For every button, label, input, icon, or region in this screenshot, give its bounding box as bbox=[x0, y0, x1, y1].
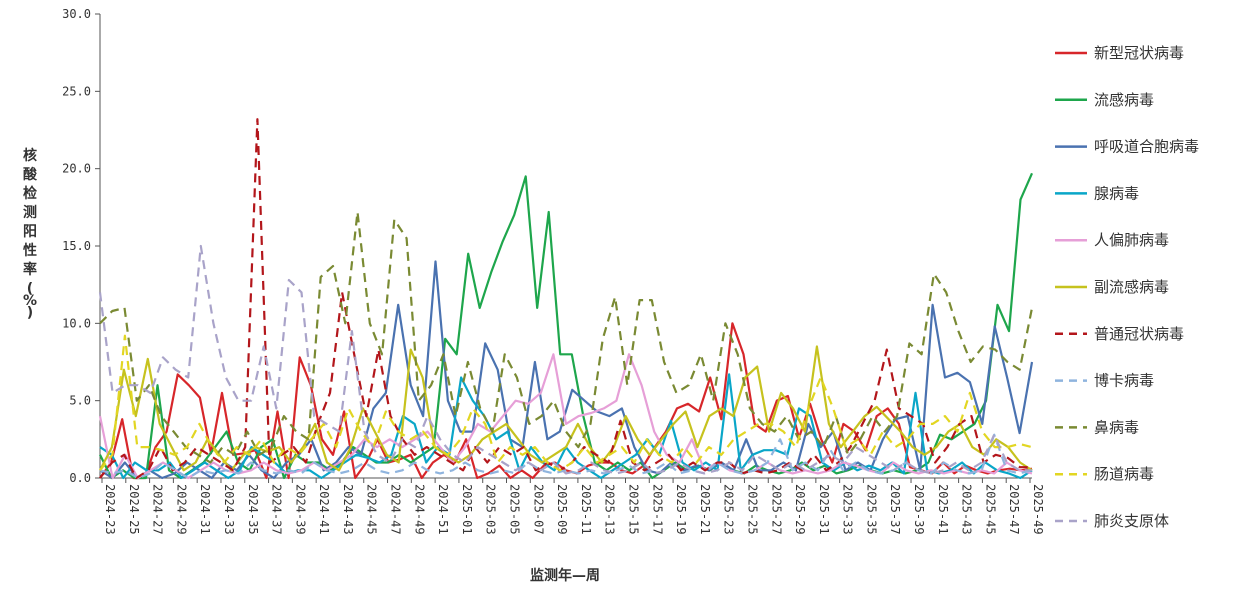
x-tick-label: 2025-35 bbox=[864, 484, 878, 535]
x-tick-label: 2025-29 bbox=[793, 484, 807, 535]
legend-label: 流感病毒 bbox=[1094, 91, 1154, 109]
y-tick-label: 20.0 bbox=[62, 162, 91, 176]
x-tick-label: 2024-49 bbox=[412, 484, 426, 535]
legend-label: 腺病毒 bbox=[1094, 184, 1139, 202]
y-tick-label: 0.0 bbox=[69, 471, 91, 485]
x-axis: 2024-23 2024-25 2024-27 2024-29 2024-31 2024-… bbox=[100, 477, 1045, 535]
legend-label: 肺炎支原体 bbox=[1094, 512, 1169, 530]
series-line-10 bbox=[98, 244, 1032, 475]
x-tick-label: 2024-37 bbox=[270, 484, 284, 535]
x-tick-label: 2024-29 bbox=[174, 484, 188, 535]
legend-label: 呼吸道合胞病毒 bbox=[1094, 138, 1199, 156]
x-tick-label: 2024-27 bbox=[151, 484, 165, 535]
series-line-9 bbox=[99, 334, 1033, 472]
x-tick-label: 2025-09 bbox=[555, 484, 569, 535]
legend-label: 鼻病毒 bbox=[1094, 418, 1139, 436]
series-line-0 bbox=[99, 322, 1033, 480]
x-tick-label: 2025-03 bbox=[484, 484, 498, 535]
y-axis: 0.0 5.0 10.0 15.0 20.0 25.0 30.0 bbox=[62, 7, 101, 485]
x-tick-label: 2025-43 bbox=[960, 484, 974, 535]
x-tick-label: 2024-43 bbox=[341, 484, 355, 535]
x-tick-label: 2025-39 bbox=[912, 484, 926, 535]
x-tick-label: 2024-39 bbox=[293, 484, 307, 535]
x-tick-label: 2024-41 bbox=[317, 484, 331, 535]
x-tick-label: 2024-25 bbox=[127, 484, 141, 535]
x-tick-label: 2025-01 bbox=[460, 484, 474, 535]
x-tick-label: 2024-33 bbox=[222, 484, 236, 535]
x-tick-label: 2025-13 bbox=[603, 484, 617, 535]
x-tick-label: 2025-47 bbox=[1007, 484, 1021, 535]
y-tick-label: 25.0 bbox=[62, 84, 91, 98]
legend-label: 普通冠状病毒 bbox=[1094, 325, 1184, 343]
x-tick-label: 2024-47 bbox=[389, 484, 403, 535]
x-tick-label: 2025-49 bbox=[1031, 484, 1045, 535]
x-tick-label: 2025-41 bbox=[936, 484, 950, 535]
x-tick-label: 2024-35 bbox=[246, 484, 260, 535]
x-tick-label: 2024-51 bbox=[436, 484, 450, 535]
x-tick-label: 2025-11 bbox=[579, 484, 593, 535]
x-tick-label: 2025-15 bbox=[626, 484, 640, 535]
y-tick-label: 30.0 bbox=[62, 7, 91, 21]
x-tick-label: 2025-23 bbox=[722, 484, 736, 535]
x-tick-label: 2025-05 bbox=[508, 484, 522, 535]
series-line-7 bbox=[99, 433, 1033, 480]
x-tick-label: 2025-17 bbox=[650, 484, 664, 535]
y-tick-label: 10.0 bbox=[62, 316, 91, 330]
x-tick-label: 2025-25 bbox=[745, 484, 759, 535]
x-tick-label: 2025-33 bbox=[841, 484, 855, 535]
x-axis-title: 监测年—周 bbox=[530, 567, 600, 584]
y-tick-label: 15.0 bbox=[62, 239, 91, 253]
x-tick-label: 2024-45 bbox=[365, 484, 379, 535]
series-line-6 bbox=[99, 118, 1032, 480]
x-tick-label: 2025-07 bbox=[531, 484, 545, 535]
y-axis-title: 核酸检测阳性率(%) bbox=[23, 147, 38, 321]
x-tick-label: 2025-31 bbox=[817, 484, 831, 535]
x-tick-label: 2025-21 bbox=[698, 484, 712, 535]
legend-label: 肠道病毒 bbox=[1094, 465, 1154, 483]
legend-label: 博卡病毒 bbox=[1094, 372, 1154, 390]
x-tick-label: 2025-19 bbox=[674, 484, 688, 535]
y-tick-label: 5.0 bbox=[69, 394, 91, 408]
legend-label: 人偏肺病毒 bbox=[1094, 231, 1169, 249]
legend: 新型冠状病毒流感病毒呼吸道合胞病毒腺病毒人偏肺病毒副流感病毒普通冠状病毒博卡病毒… bbox=[1055, 44, 1199, 530]
series-lines bbox=[98, 118, 1034, 480]
series-line-2 bbox=[99, 260, 1034, 480]
x-tick-label: 2024-23 bbox=[103, 484, 117, 535]
legend-label: 新型冠状病毒 bbox=[1094, 44, 1184, 62]
legend-label: 副流感病毒 bbox=[1094, 278, 1169, 296]
x-tick-label: 2025-45 bbox=[983, 484, 997, 535]
x-tick-label: 2025-37 bbox=[888, 484, 902, 535]
x-tick-label: 2025-27 bbox=[769, 484, 783, 535]
x-tick-label: 2024-31 bbox=[198, 484, 212, 535]
